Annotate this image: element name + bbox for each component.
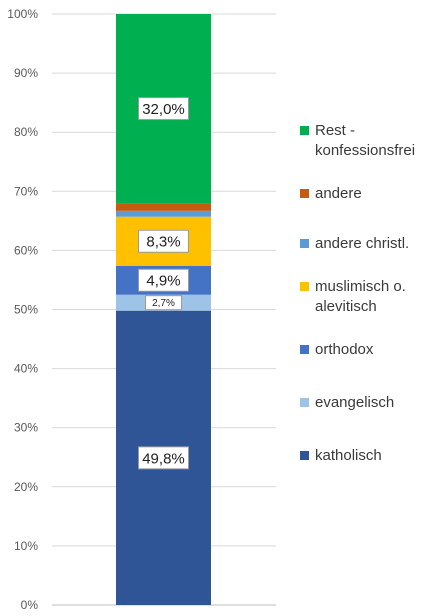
bar-segment-andere-christl [116, 210, 211, 217]
data-label-katholisch: 49,8% [142, 450, 185, 467]
legend-label: andere christl. [315, 235, 410, 252]
legend-label: muslimisch o. alevitisch [315, 278, 406, 315]
y-tick-label: 70% [14, 184, 38, 198]
data-label-box [138, 268, 189, 292]
data-label-rest-konfessionsfrei: 32,0% [142, 101, 185, 118]
legend-item-andere: andere [300, 184, 430, 204]
y-axis-tick-labels: 0% 10% 20% 30% 40% 50% 60% 70% 80% 90% 100% [7, 7, 38, 612]
bar-segment-andere [116, 203, 211, 211]
legend-swatch [300, 282, 309, 291]
data-label-box [145, 295, 182, 311]
data-labels: 49,8% 2,7% 4,9% 8,3% 32,0% [138, 97, 189, 470]
data-label-muslimisch-o-alevitisch: 8,3% [146, 234, 180, 251]
y-tick-label: 20% [14, 480, 38, 494]
legend-item-rest-konfessionsfrei: Rest - konfessionsfrei [300, 121, 430, 161]
legend-swatch [300, 189, 309, 198]
y-tick-label: 60% [14, 243, 38, 257]
legend-swatch [300, 239, 309, 248]
legend-label: Rest - konfessionsfrei [315, 122, 416, 159]
y-tick-label: 40% [14, 362, 38, 376]
data-label-orthodox: 4,9% [146, 273, 180, 290]
legend-swatch [300, 345, 309, 354]
y-tick-label: 0% [21, 598, 39, 612]
data-label-box [138, 446, 189, 470]
legend-swatch [300, 451, 309, 460]
y-tick-label: 30% [14, 421, 38, 435]
data-label-box [138, 97, 189, 121]
legend-label: katholisch [315, 447, 382, 464]
legend: Rest - konfessionsfrei andere andere chris… [300, 0, 430, 616]
legend-swatch [300, 398, 309, 407]
legend-item-orthodox: orthodox [300, 340, 430, 360]
legend-label: andere [315, 185, 362, 202]
y-tick-label: 50% [14, 303, 38, 317]
y-tick-label: 10% [14, 539, 38, 553]
y-tick-label: 100% [7, 7, 38, 21]
legend-item-evangelisch: evangelisch [300, 393, 430, 413]
data-label-evangelisch: 2,7% [152, 298, 175, 309]
legend-label: orthodox [315, 341, 374, 358]
legend-swatch [300, 126, 309, 135]
data-label-box [138, 229, 189, 253]
legend-item-katholisch: katholisch [300, 446, 430, 466]
y-tick-label: 80% [14, 125, 38, 139]
legend-item-muslimisch-o-alevitisch: muslimisch o. alevitisch [300, 277, 430, 317]
y-tick-label: 90% [14, 66, 38, 80]
legend-item-andere-christl: andere christl. [300, 234, 430, 254]
legend-label: evangelisch [315, 394, 395, 411]
